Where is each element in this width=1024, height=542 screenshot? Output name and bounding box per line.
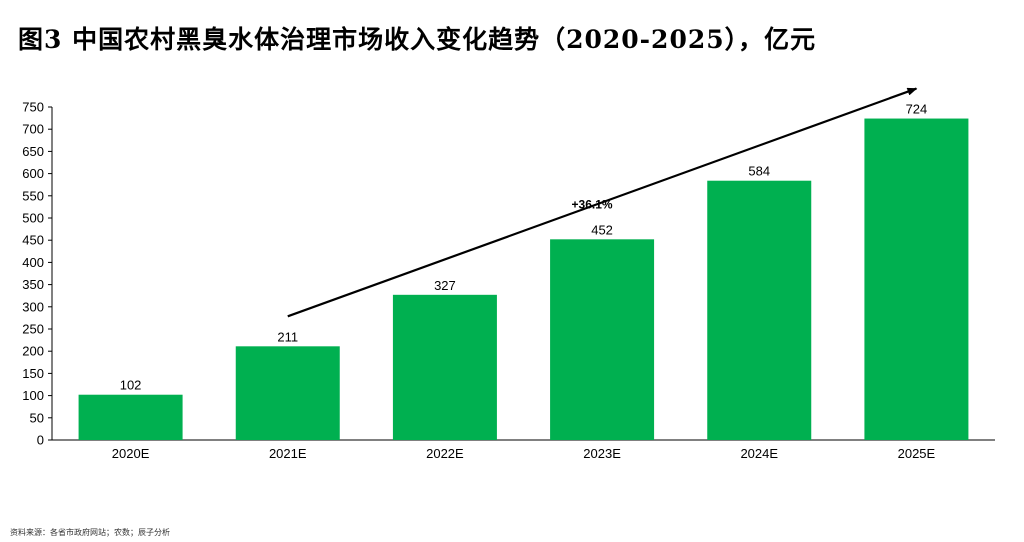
y-tick-label: 250	[22, 322, 44, 337]
annotations: +36.1%	[287, 87, 918, 318]
y-tick-label: 450	[22, 233, 44, 248]
bar	[392, 294, 497, 440]
bar	[235, 346, 340, 440]
data-label: 452	[591, 222, 613, 237]
source-note: 资料来源：各省市政府网站；农数；辰子分析	[10, 528, 170, 537]
y-tick-label: 50	[30, 410, 44, 425]
x-tick-label: 2023E	[583, 446, 621, 461]
y-tick-label: 150	[22, 366, 44, 381]
chart-title: 图3 中国农村黑臭水体治理市场收入变化趋势（2020-2025），亿元	[18, 25, 817, 54]
y-tick-label: 100	[22, 388, 44, 403]
x-tick-label: 2022E	[426, 446, 464, 461]
data-label: 102	[120, 378, 142, 393]
y-tick-label: 600	[22, 166, 44, 181]
bar	[78, 394, 183, 440]
y-tick-label: 700	[22, 122, 44, 137]
bar	[864, 118, 969, 440]
x-tick-label: 2020E	[112, 446, 150, 461]
data-label: 724	[906, 102, 928, 117]
y-tick-label: 300	[22, 299, 44, 314]
data-label: 327	[434, 278, 456, 293]
bar	[550, 239, 655, 440]
x-axis: 2020E 2021E 2022E 2023E 2024E 2025E	[52, 439, 995, 461]
x-tick-label: 2021E	[269, 446, 307, 461]
x-tick-label: 2025E	[898, 446, 936, 461]
y-tick-label: 500	[22, 211, 44, 226]
trend-arrow	[287, 87, 918, 318]
y-tick-label: 0	[37, 433, 44, 448]
data-label: 211	[277, 329, 298, 344]
y-tick-label: 400	[22, 255, 44, 270]
growth-label: +36.1%	[572, 197, 613, 211]
y-tick-label: 750	[22, 100, 44, 115]
y-tick-label: 550	[22, 188, 44, 203]
bars: 102 211 327 452 584 724	[78, 102, 969, 441]
y-tick-label: 200	[22, 344, 44, 359]
y-axis: 0 50 100 150 200 250 300 350 400 450 500 550 600 650 7…	[22, 100, 53, 448]
data-label: 584	[748, 164, 770, 179]
x-tick-label: 2024E	[740, 446, 778, 461]
bar	[707, 180, 812, 441]
y-tick-label: 350	[22, 277, 44, 292]
y-tick-label: 650	[22, 144, 44, 159]
